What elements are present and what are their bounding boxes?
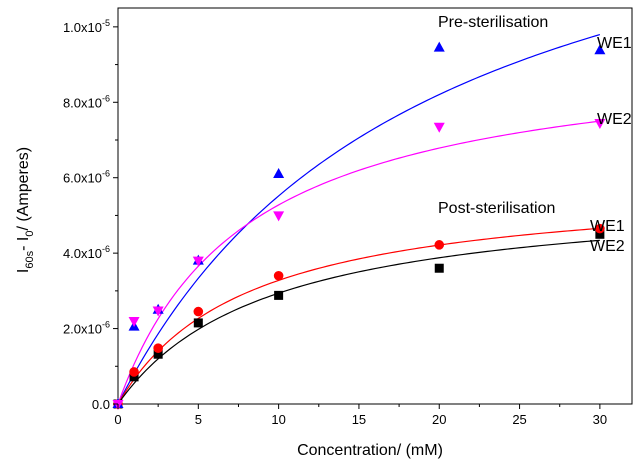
data-point-pre_we2	[152, 306, 164, 317]
annotation-post-sterilisation: Post-sterilisation	[438, 200, 555, 217]
data-point-pre_we2	[594, 119, 606, 130]
x-axis: 0 5 10 15 20 25 30	[114, 404, 607, 427]
data-point-post_we2	[153, 349, 163, 359]
data-point-pre_we1	[594, 44, 606, 55]
data-point-post_we2	[274, 290, 284, 300]
data-point-post_we1	[434, 240, 445, 250]
x-tick-label: 0	[114, 412, 121, 427]
data-point-pre_we1	[433, 41, 445, 52]
data-point-post_we2	[434, 263, 444, 273]
fit-curve-post_we2	[117, 239, 600, 405]
x-tick-label: 10	[271, 412, 285, 427]
data-point-post_we2	[595, 229, 605, 239]
data-point-post_we2	[193, 318, 203, 328]
annotation-pre-sterilisation: Pre-sterilisation	[438, 14, 548, 31]
x-axis-title: Concentration/ (mM)	[297, 442, 443, 459]
data-point-pre_we2	[433, 122, 445, 133]
x-tick-label: 5	[195, 412, 202, 427]
data-point-post_we1	[153, 343, 163, 353]
y-axis-title: I60s- I0/ (Amperes)	[15, 147, 36, 273]
plot-frame	[117, 7, 633, 405]
data-point-post_we1	[193, 306, 204, 317]
data-point-pre_we2	[192, 256, 204, 267]
data-point-post_we2	[129, 372, 139, 382]
data-point-post_we1	[273, 270, 284, 281]
y-tick-label: 8.0x10-6	[63, 93, 110, 110]
x-tick-label: 25	[512, 412, 526, 427]
label-pre-we1: WE1	[597, 35, 632, 52]
data-point-post_we1	[595, 223, 605, 234]
y-tick-label: 1.0x10-5	[63, 18, 110, 35]
y-axis: 0.0 2.0x10-6 4.0x10-6 6.0x10-6 8.0x10-6 1.0x1…	[63, 18, 118, 412]
x-tick-label: 20	[432, 412, 446, 427]
y-tick-label: 4.0x10-6	[63, 244, 110, 261]
fit-curve-post_we1	[117, 227, 600, 405]
label-post-we1: WE1	[590, 218, 625, 235]
data-point-pre_we2	[273, 211, 285, 222]
x-tick-label: 30	[593, 412, 607, 427]
x-tick-label: 15	[352, 412, 366, 427]
label-post-we2: WE2	[590, 238, 625, 255]
data-points	[112, 41, 606, 410]
fit-curve-pre_we2	[117, 120, 600, 405]
data-point-pre_we2	[128, 317, 140, 328]
y-tick-label: 2.0x10-6	[63, 320, 110, 337]
y-tick-label: 6.0x10-6	[63, 169, 110, 186]
fit-curves	[117, 33, 601, 405]
y-tick-label: 0.0	[92, 397, 110, 412]
fit-curve-pre_we1	[117, 33, 601, 405]
label-pre-we2: WE2	[597, 111, 632, 128]
data-point-pre_we1	[273, 167, 285, 178]
data-point-post_we1	[129, 367, 139, 377]
